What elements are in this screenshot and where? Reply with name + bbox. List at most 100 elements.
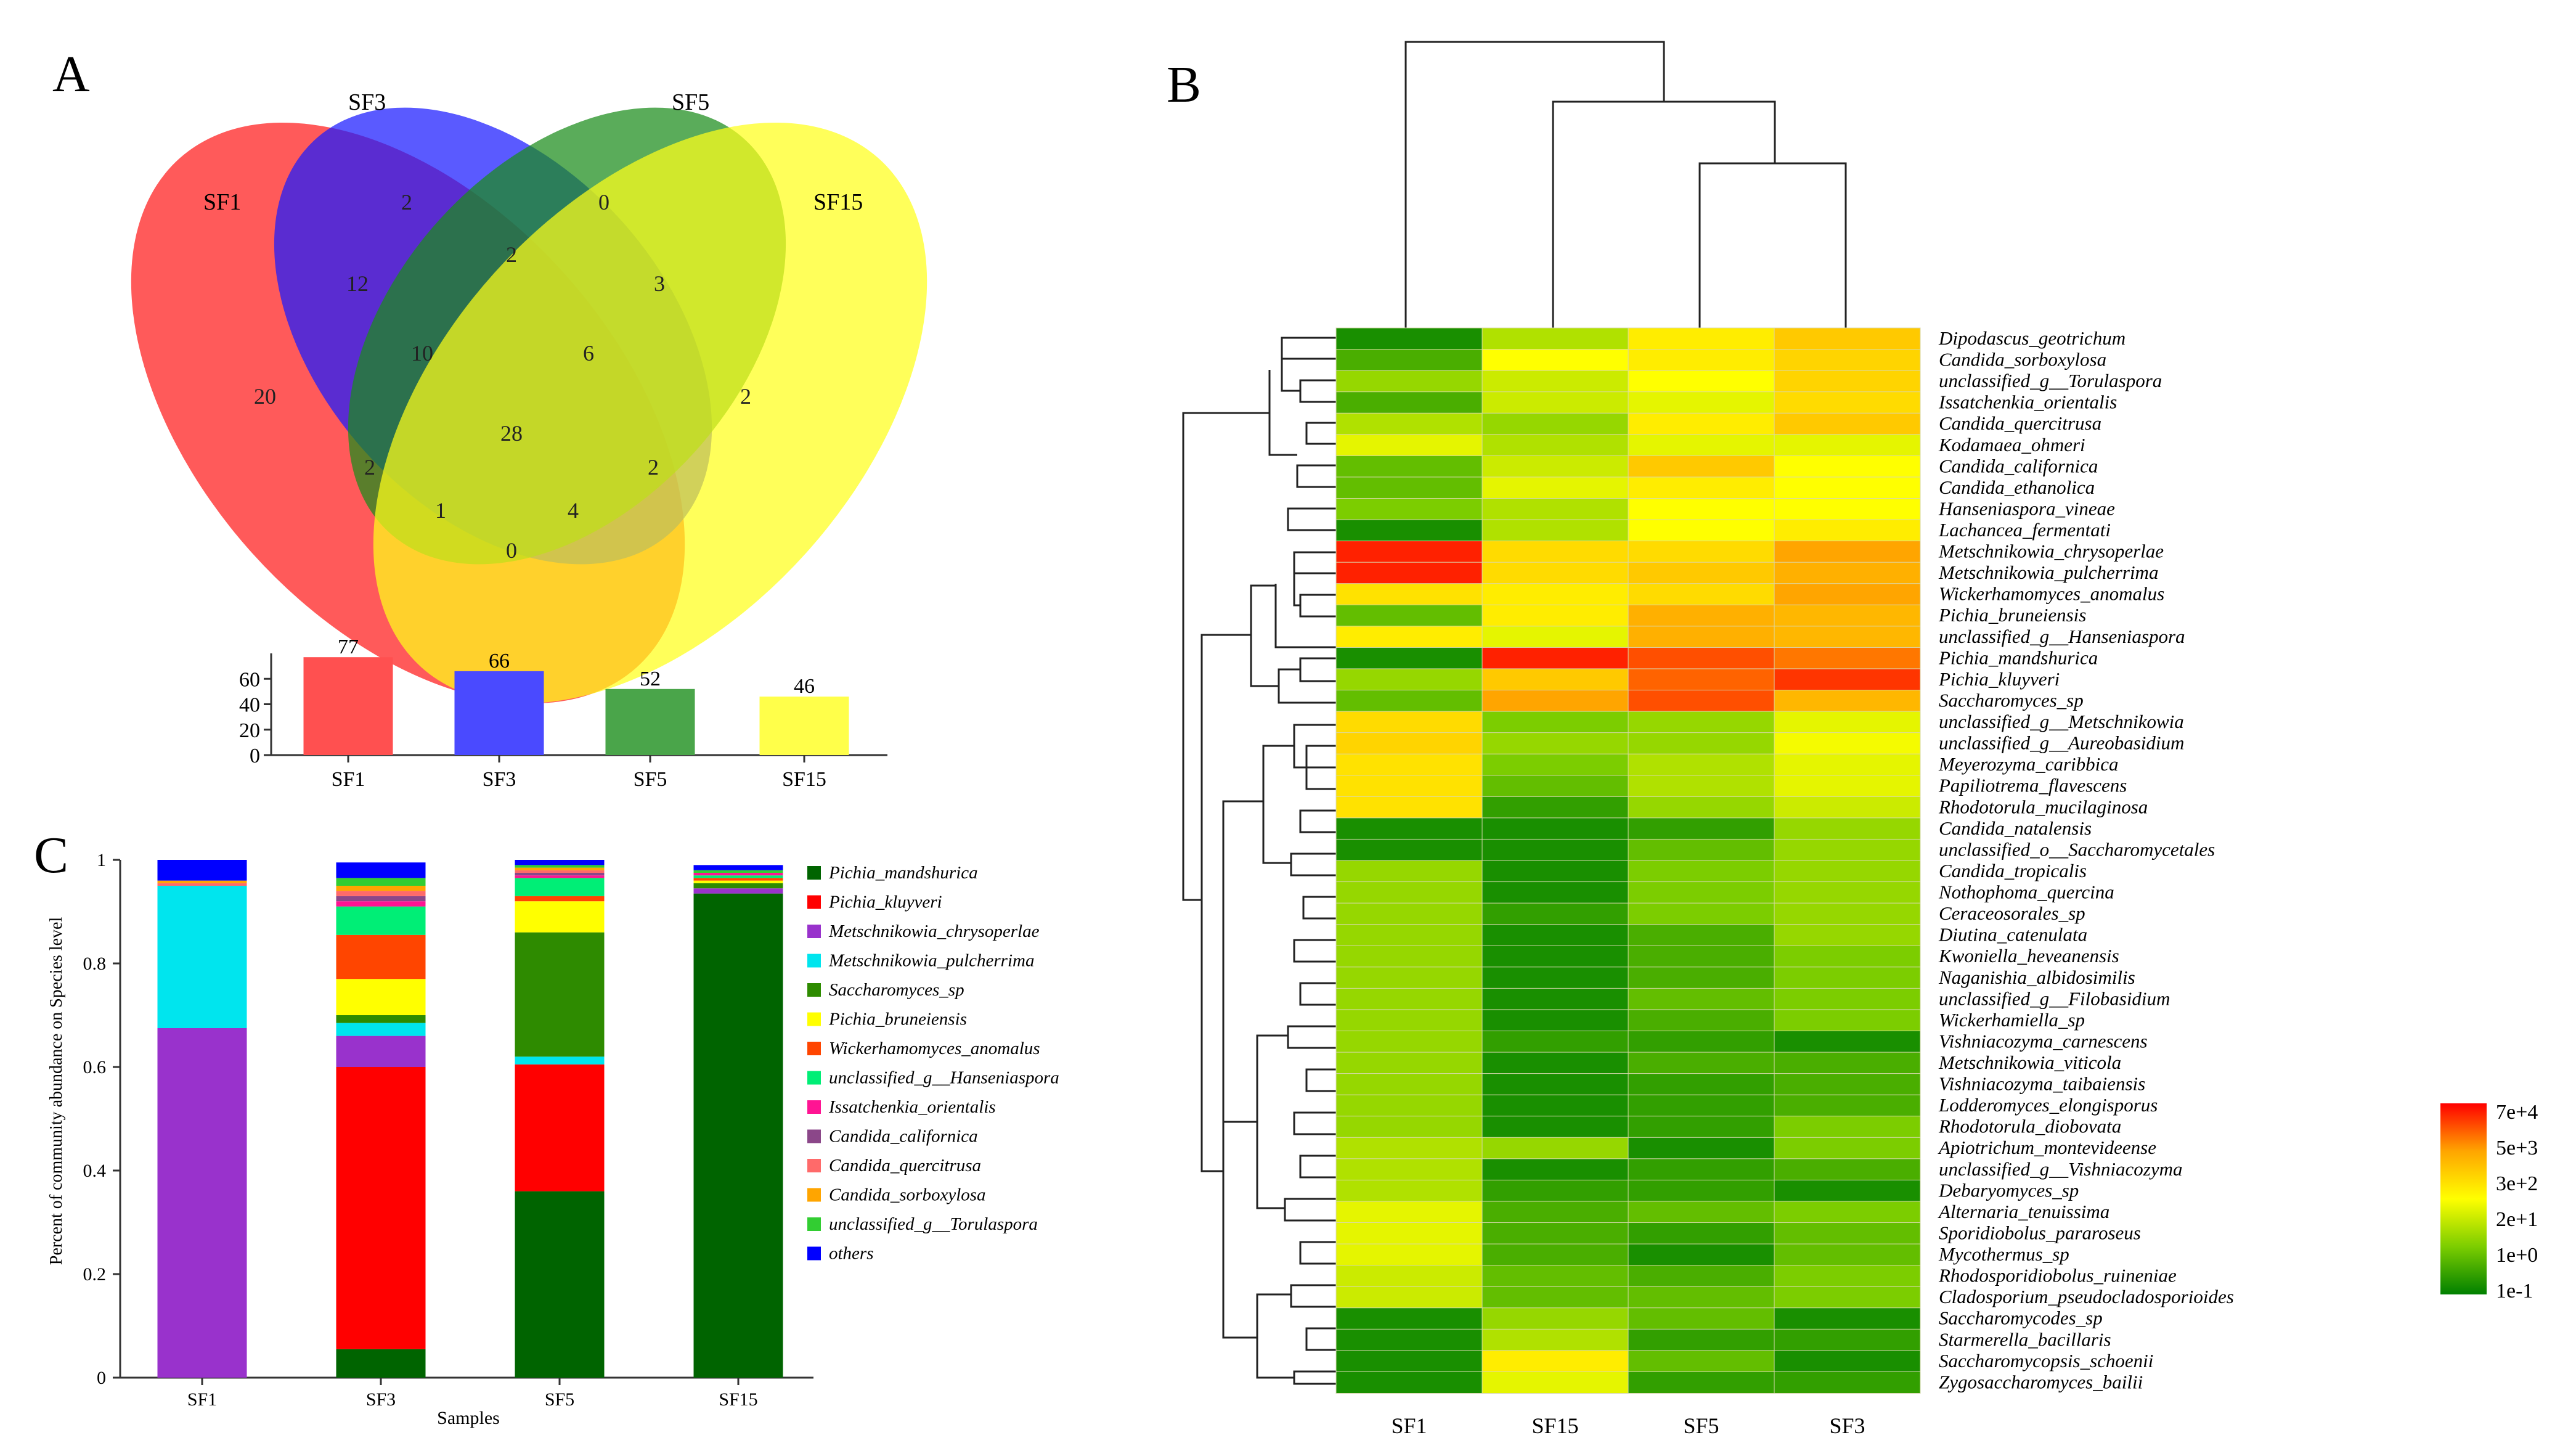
heat-cell-dipodascus-geotrichum-sf1: [1335, 327, 1483, 350]
c-segment-sf3-unclassified-g-torulaspora: [336, 878, 426, 886]
heat-row-label-rhodotorula-mucilaginosa: Rhodotorula_mucilaginosa: [1938, 796, 2148, 817]
heat-col-label-sf15: SF15: [1531, 1413, 1578, 1438]
heat-cell-unclassified-g-filobasidium-sf15: [1482, 987, 1629, 1010]
heat-cell-wickerhamomyces-anomalus-sf5: [1628, 583, 1775, 606]
heat-cell-candida-natalensis-sf15: [1482, 817, 1629, 840]
heat-cell-wickerhamiella-sp-sf1: [1335, 1009, 1483, 1032]
heat-cell-ceraceosorales-sp-sf15: [1482, 902, 1629, 925]
heat-cell-lodderomyces-elongisporus-sf15: [1482, 1094, 1629, 1117]
c-y-axis-label: Percent of community abundance on Specie…: [47, 917, 66, 1265]
heat-cell-meyerozyma-caribbica-sf1: [1335, 753, 1483, 776]
c-ytick-label: 1: [97, 850, 106, 870]
heat-cell-nothophoma-quercina-sf1: [1335, 881, 1483, 904]
row-dendro-14: [1287, 982, 1336, 1049]
c-segment-sf5-unclassified-g-hanseniaspora: [515, 878, 605, 896]
c-segment-sf3-candida-californica: [336, 896, 426, 902]
c-legend-swatch-candida-quercitrusa: [807, 1159, 821, 1172]
heat-row-label-nothophoma-quercina: Nothophoma_quercina: [1938, 881, 2114, 903]
venn-count-sf1-only: 20: [254, 384, 276, 409]
heat-row-label-issatchenkia-orientalis: Issatchenkia_orientalis: [1938, 391, 2117, 413]
heat-cell-vishniacozyma-carnescens-sf5: [1628, 1030, 1775, 1053]
c-segment-sf3-pichia-kluyveri: [336, 1067, 426, 1349]
venn-diagram: [131, 107, 927, 704]
c-segment-sf3-metschnikowia-chrysoperlae: [336, 1036, 426, 1067]
heat-cell-candida-tropicalis-sf1: [1335, 860, 1483, 883]
c-segment-sf15-unclassified-g-hanseniaspora: [693, 875, 783, 878]
c-legend-swatch-metschnikowia-pulcherrima: [807, 954, 821, 968]
heat-cell-vishniacozyma-taibaiensis-sf3: [1774, 1073, 1921, 1096]
row-dendro-6: [1268, 348, 1300, 456]
heat-cell-zygosaccharomyces-bailii-sf5: [1628, 1371, 1775, 1394]
bar-a-value-label: 77: [338, 636, 359, 658]
heat-cell-unclassified-g-torulaspora-sf5: [1628, 370, 1775, 393]
heat-cell-vishniacozyma-taibaiensis-sf1: [1335, 1073, 1483, 1096]
heat-cell-unclassified-o-saccharomycetales-sf15: [1482, 838, 1629, 861]
heat-cell-cladosporium-pseudocladosporioides-sf3: [1774, 1286, 1921, 1309]
heat-cell-alternaria-tenuissima-sf3: [1774, 1201, 1921, 1224]
col-dendro-branch-3: [1698, 162, 1847, 330]
heat-cell-hanseniaspora-vineae-sf1: [1335, 497, 1483, 521]
heat-cell-candida-quercitrusa-sf15: [1482, 412, 1629, 435]
heat-cell-rhodosporidiobolus-ruineniae-sf3: [1774, 1265, 1921, 1288]
heat-cell-rhodotorula-diobovata-sf5: [1628, 1116, 1775, 1138]
venn-label-sf1: SF1: [203, 189, 241, 215]
heat-cell-kwoniella-heveanensis-sf1: [1335, 945, 1483, 968]
heat-cell-metschnikowia-chrysoperlae-sf1: [1335, 541, 1483, 563]
panel-b: B: [1167, 41, 2538, 1438]
heat-cell-candida-californica-sf15: [1482, 455, 1629, 478]
heat-cell-pichia-mandshurica-sf1: [1335, 647, 1483, 669]
c-segment-sf3-metschnikowia-pulcherrima: [336, 1023, 426, 1036]
c-segment-sf3-candida-sorboxylosa: [336, 886, 426, 891]
c-segment-sf5-others: [515, 860, 605, 865]
c-legend-swatch-unclassified-g-torulaspora: [807, 1217, 821, 1231]
row-dendro-11: [1293, 724, 1336, 790]
heat-cell-starmerella-bacillaris-sf3: [1774, 1328, 1921, 1351]
c-legend-label-wickerhamomyces-anomalus: Wickerhamomyces_anomalus: [829, 1039, 1040, 1058]
c-legend-label-pichia-kluyveri: Pichia_kluyveri: [828, 893, 942, 912]
heat-cell-lachancea-fermentati-sf5: [1628, 519, 1775, 542]
panel-c: C Percent of community abundance on Spec…: [34, 827, 1059, 1428]
heat-cell-metschnikowia-chrysoperlae-sf5: [1628, 541, 1775, 563]
heat-cell-starmerella-bacillaris-sf5: [1628, 1328, 1775, 1351]
heat-cell-pichia-mandshurica-sf5: [1628, 647, 1775, 669]
c-category-label: SF3: [366, 1389, 396, 1410]
colorbar-label: 2e+1: [2496, 1208, 2538, 1231]
heat-cell-candida-sorboxylosa-sf1: [1335, 349, 1483, 372]
heat-cell-candida-ethanolica-sf3: [1774, 476, 1921, 499]
heat-cell-candida-ethanolica-sf1: [1335, 476, 1483, 499]
row-dendro-20: [1222, 800, 1263, 1339]
bar-a-bar-sf15: [759, 697, 849, 755]
heat-cell-metschnikowia-chrysoperlae-sf15: [1482, 541, 1629, 563]
heat-cell-wickerhamomyces-anomalus-sf15: [1482, 583, 1629, 606]
c-ytick-label: 0.2: [83, 1264, 107, 1285]
heat-cell-candida-natalensis-sf1: [1335, 817, 1483, 840]
heat-row-label-naganishia-albidosimilis: Naganishia_albidosimilis: [1938, 967, 2135, 988]
heat-cell-kwoniella-heveanensis-sf5: [1628, 945, 1775, 968]
venn-count-sf1-sf5-sf15-b: 4: [568, 498, 579, 523]
heat-cell-sporidiobolus-pararoseus-sf5: [1628, 1222, 1775, 1245]
heat-cell-metschnikowia-chrysoperlae-sf3: [1774, 541, 1921, 563]
heat-row-label-dipodascus-geotrichum: Dipodascus_geotrichum: [1938, 327, 2126, 349]
heat-cell-nothophoma-quercina-sf15: [1482, 881, 1629, 904]
heat-cell-sporidiobolus-pararoseus-sf15: [1482, 1222, 1629, 1245]
heat-cell-diutina-catenulata-sf3: [1774, 924, 1921, 947]
bar-a-category-label: SF3: [483, 768, 516, 791]
heat-cell-debaryomyces-sp-sf1: [1335, 1179, 1483, 1202]
bar-a-ytick-label: 0: [250, 745, 260, 767]
heat-cell-pichia-bruneiensis-sf3: [1774, 604, 1921, 627]
heat-cell-unclassified-g-torulaspora-sf3: [1774, 370, 1921, 393]
heat-row-label-candida-natalensis: Candida_natalensis: [1939, 817, 2092, 839]
heat-cell-candida-sorboxylosa-sf3: [1774, 349, 1921, 372]
heat-cell-papiliotrema-flavescens-sf3: [1774, 775, 1921, 798]
c-y-ticks: 0 0.2 0.4 0.6 0.8 1: [83, 850, 120, 1388]
heat-row-label-unclassified-g-aureobasidium: unclassified_g__Aureobasidium: [1939, 732, 2184, 754]
heat-cell-unclassified-g-filobasidium-sf5: [1628, 987, 1775, 1010]
c-segment-sf3-pichia-bruneiensis: [336, 979, 426, 1015]
c-segment-sf5-issatchenkia-orientalis: [515, 875, 605, 878]
heat-row-label-candida-sorboxylosa: Candida_sorboxylosa: [1939, 349, 2106, 370]
heat-row-label-metschnikowia-chrysoperlae: Metschnikowia_chrysoperlae: [1938, 541, 2164, 562]
heat-row-label-candida-quercitrusa: Candida_quercitrusa: [1939, 412, 2101, 434]
heat-cell-hanseniaspora-vineae-sf3: [1774, 497, 1921, 521]
heat-row-label-unclassified-g-torulaspora: unclassified_g__Torulaspora: [1939, 370, 2162, 391]
